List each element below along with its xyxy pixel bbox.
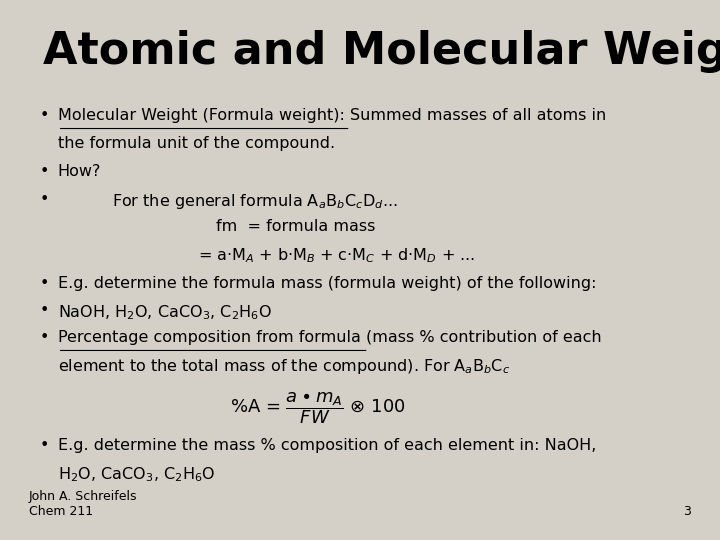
Text: •: • [40,164,49,179]
Text: Percentage composition from formula (mass % contribution of each: Percentage composition from formula (mas… [58,330,601,345]
Text: H$_2$O, CaCO$_3$, C$_2$H$_6$O: H$_2$O, CaCO$_3$, C$_2$H$_6$O [58,465,215,484]
Text: •: • [40,276,49,291]
Text: Molecular Weight (Formula weight): Summed masses of all atoms in: Molecular Weight (Formula weight): Summe… [58,108,606,123]
Text: For the general formula A$_a$B$_b$C$_c$D$_d$...: For the general formula A$_a$B$_b$C$_c$D… [112,192,397,211]
Text: John A. Schreifels
Chem 211: John A. Schreifels Chem 211 [29,490,138,518]
Text: How?: How? [58,164,101,179]
Text: NaOH, H$_2$O, CaCO$_3$, C$_2$H$_6$O: NaOH, H$_2$O, CaCO$_3$, C$_2$H$_6$O [58,303,271,322]
Text: element to the total mass of the compound). For A$_a$B$_b$C$_c$: element to the total mass of the compoun… [58,357,510,376]
Text: •: • [40,108,49,123]
Text: E.g. determine the formula mass (formula weight) of the following:: E.g. determine the formula mass (formula… [58,276,596,291]
Text: E.g. determine the mass % composition of each element in: NaOH,: E.g. determine the mass % composition of… [58,438,596,453]
Text: the formula unit of the compound.: the formula unit of the compound. [58,136,335,151]
Text: Atomic and Molecular Weights: Atomic and Molecular Weights [43,30,720,73]
Text: 3: 3 [683,505,691,518]
Text: %A = $\dfrac{a \bullet m_A}{FW}$ $\otimes$ 100: %A = $\dfrac{a \bullet m_A}{FW}$ $\otime… [230,390,406,426]
Text: = a$\cdot$M$_A$ + b$\cdot$M$_B$ + c$\cdot$M$_C$ + d$\cdot$M$_D$ + ...: = a$\cdot$M$_A$ + b$\cdot$M$_B$ + c$\cdo… [198,246,475,265]
Text: •: • [40,303,49,318]
Text: •: • [40,330,49,345]
Text: •: • [40,438,49,453]
Text: fm  = formula mass: fm = formula mass [216,219,375,234]
Text: •: • [40,192,49,207]
